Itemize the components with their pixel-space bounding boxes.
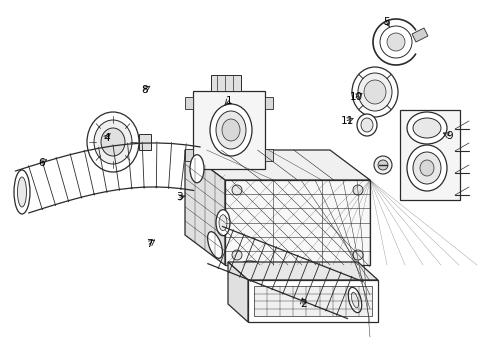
Text: 3: 3 [176,192,183,202]
Ellipse shape [406,145,446,191]
Polygon shape [210,75,241,91]
Circle shape [377,160,387,170]
Text: 7: 7 [145,239,152,249]
Ellipse shape [351,67,397,117]
Polygon shape [139,134,151,150]
Circle shape [352,250,362,260]
Text: 4: 4 [103,132,110,143]
Polygon shape [184,149,193,161]
Polygon shape [264,149,272,161]
Polygon shape [227,262,247,322]
Text: 10: 10 [349,92,362,102]
Circle shape [231,250,242,260]
Ellipse shape [209,104,251,156]
Ellipse shape [412,118,440,138]
Ellipse shape [406,112,446,144]
Circle shape [386,33,404,51]
Ellipse shape [357,73,391,111]
Text: 9: 9 [446,131,452,141]
Ellipse shape [207,232,222,258]
Ellipse shape [18,177,26,207]
Text: 6: 6 [38,158,45,168]
Text: 8: 8 [141,85,147,95]
Ellipse shape [94,120,132,164]
Text: 1: 1 [225,96,232,106]
Circle shape [373,156,391,174]
Text: 11: 11 [340,116,353,126]
Ellipse shape [243,264,257,270]
Polygon shape [247,280,377,322]
Ellipse shape [347,287,361,312]
Polygon shape [184,150,224,265]
Circle shape [231,185,242,195]
Ellipse shape [412,152,440,184]
Text: 2: 2 [299,299,306,309]
Ellipse shape [351,292,358,308]
Polygon shape [399,110,459,200]
Ellipse shape [356,114,376,136]
Ellipse shape [101,128,125,156]
Polygon shape [224,180,369,265]
Polygon shape [184,97,193,109]
Ellipse shape [216,111,245,149]
Ellipse shape [87,112,139,172]
Text: 5: 5 [382,17,389,27]
Polygon shape [184,150,369,180]
Polygon shape [411,28,427,42]
Circle shape [379,26,411,58]
Ellipse shape [360,118,372,132]
Ellipse shape [363,80,385,104]
Ellipse shape [419,160,433,176]
Polygon shape [264,97,272,109]
Ellipse shape [222,119,240,141]
Polygon shape [193,91,264,169]
Polygon shape [253,286,371,316]
Ellipse shape [219,215,226,231]
Ellipse shape [190,155,203,183]
Ellipse shape [239,261,261,273]
Polygon shape [227,262,377,280]
Circle shape [352,185,362,195]
Ellipse shape [216,210,229,236]
Ellipse shape [14,170,30,214]
